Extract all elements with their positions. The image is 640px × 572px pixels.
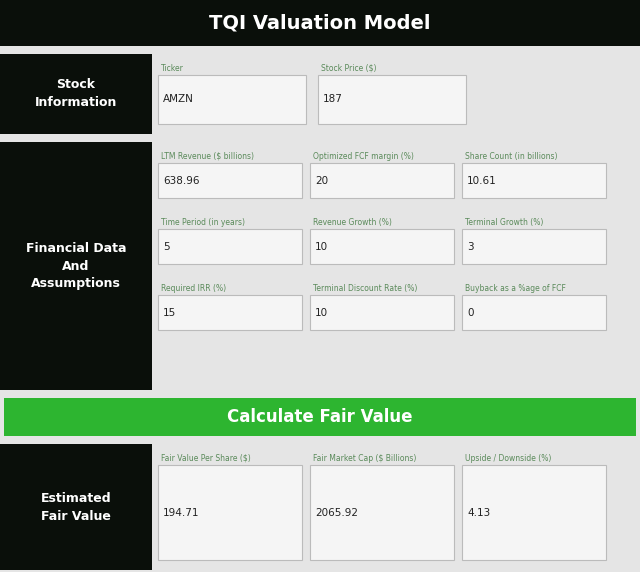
Text: Optimized FCF margin (%): Optimized FCF margin (%) [313,152,414,161]
Text: 638.96: 638.96 [163,176,200,185]
Bar [158,465,302,560]
Text: Ticker: Ticker [161,64,184,73]
Text: 194.71: 194.71 [163,507,200,518]
Bar [310,163,454,198]
Text: LTM Revenue ($ billions): LTM Revenue ($ billions) [161,152,254,161]
Text: Share Count (in billions): Share Count (in billions) [465,152,557,161]
Bar [462,229,606,264]
Text: Upside / Downside (%): Upside / Downside (%) [465,454,552,463]
Text: 0: 0 [467,308,474,317]
Text: Fair Market Cap ($ Billions): Fair Market Cap ($ Billions) [313,454,417,463]
Text: 4.13: 4.13 [467,507,490,518]
Text: 3: 3 [467,241,474,252]
Text: Terminal Discount Rate (%): Terminal Discount Rate (%) [313,284,417,293]
Text: Estimated
Fair Value: Estimated Fair Value [41,491,111,522]
Bar [0,0,640,46]
Text: Time Period (in years): Time Period (in years) [161,218,245,227]
Bar [158,295,302,330]
Text: Fair Value Per Share ($): Fair Value Per Share ($) [161,454,251,463]
Text: Calculate Fair Value: Calculate Fair Value [227,408,413,426]
Text: Revenue Growth (%): Revenue Growth (%) [313,218,392,227]
Bar [0,54,152,134]
Text: 2065.92: 2065.92 [315,507,358,518]
Bar [318,75,466,124]
Text: Financial Data
And
Assumptions: Financial Data And Assumptions [26,241,126,291]
Bar [0,444,152,570]
Text: 10: 10 [315,308,328,317]
Text: Terminal Growth (%): Terminal Growth (%) [465,218,543,227]
Text: TQI Valuation Model: TQI Valuation Model [209,14,431,33]
Text: 20: 20 [315,176,328,185]
Bar [4,398,636,436]
Text: 10: 10 [315,241,328,252]
Bar [158,75,306,124]
Text: Buyback as a %age of FCF: Buyback as a %age of FCF [465,284,566,293]
Bar [310,465,454,560]
Bar [310,295,454,330]
Text: 15: 15 [163,308,176,317]
Bar [462,295,606,330]
Text: Stock Price ($): Stock Price ($) [321,64,376,73]
Text: Required IRR (%): Required IRR (%) [161,284,226,293]
Bar [310,229,454,264]
Text: AMZN: AMZN [163,94,194,105]
Text: 187: 187 [323,94,343,105]
Text: Stock
Information: Stock Information [35,78,117,109]
Bar [158,229,302,264]
Text: 5: 5 [163,241,170,252]
Text: 10.61: 10.61 [467,176,497,185]
Bar [0,142,152,390]
Bar [462,163,606,198]
Bar [462,465,606,560]
Bar [158,163,302,198]
